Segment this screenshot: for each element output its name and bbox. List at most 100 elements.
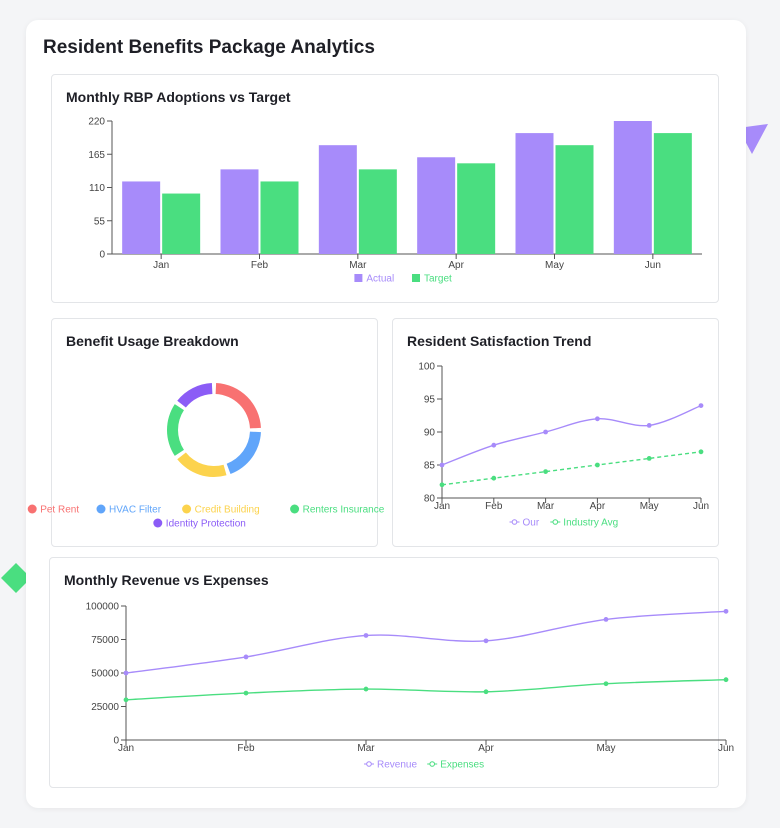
satisfaction-point-industry-avg — [543, 469, 548, 474]
satisfaction-x-tick-label: Jan — [434, 501, 450, 512]
adoptions-bar-target — [555, 145, 594, 254]
revenue-x-tick-label: Jan — [118, 743, 134, 754]
satisfaction-point-our — [543, 429, 548, 435]
adoptions-legend-swatch — [412, 274, 420, 282]
revenue-legend-label: Expenses — [440, 760, 484, 771]
adoptions-y-tick-label: 165 — [88, 150, 105, 161]
satisfaction-y-tick-label: 80 — [424, 494, 436, 505]
adoptions-bar-target — [653, 133, 692, 254]
revenue-x-tick-label: May — [597, 743, 616, 754]
adoptions-y-tick-label: 0 — [99, 250, 105, 261]
satisfaction-title: Resident Satisfaction Trend — [407, 333, 592, 349]
adoptions-y-tick-label: 55 — [94, 216, 106, 227]
satisfaction-y-tick-label: 95 — [424, 395, 436, 406]
revenue-point-revenue — [123, 670, 129, 676]
usage-legend-swatch — [153, 518, 163, 528]
usage-legend-label: Pet Rent — [40, 505, 79, 516]
usage-legend-label: Credit Building — [195, 505, 260, 516]
revenue-point-expenses — [603, 681, 609, 687]
revenue-y-tick-label: 100000 — [86, 602, 120, 613]
adoptions-legend-swatch — [354, 274, 363, 282]
usage-legend-label: Identity Protection — [166, 519, 246, 530]
revenue-x-tick-label: Jun — [718, 743, 734, 754]
satisfaction-point-industry-avg — [646, 456, 652, 461]
adoptions-bar-actual — [220, 169, 259, 254]
adoptions-bar-actual — [613, 121, 652, 254]
revenue-point-expenses — [723, 677, 729, 683]
revenue-point-revenue — [483, 638, 489, 644]
adoptions-bar-actual — [122, 181, 161, 254]
adoptions-x-tick-label: Apr — [448, 260, 464, 271]
adoptions-bar-actual — [417, 157, 456, 254]
usage-slice-renters-insurance — [167, 404, 184, 456]
satisfaction-point-industry-avg — [698, 449, 704, 455]
revenue-point-revenue — [243, 654, 249, 660]
revenue-legend-label: Revenue — [377, 760, 417, 771]
usage-legend-swatch — [182, 504, 192, 514]
adoptions-title: Monthly RBP Adoptions vs Target — [66, 89, 291, 105]
adoptions-bar-target — [260, 181, 299, 254]
usage-legend-swatch — [290, 504, 300, 514]
revenue-point-expenses — [363, 686, 369, 692]
adoptions-bar-target — [457, 163, 496, 254]
satisfaction-point-our — [439, 462, 445, 468]
usage-legend-label: Renters Insurance — [303, 505, 385, 516]
satisfaction-legend-label: Industry Avg — [563, 518, 618, 529]
revenue-title: Monthly Revenue vs Expenses — [64, 572, 269, 588]
revenue-y-tick-label: 0 — [113, 736, 119, 747]
satisfaction-x-tick-label: Apr — [590, 501, 606, 512]
usage-legend-swatch — [27, 504, 37, 514]
adoptions-x-tick-label: May — [545, 260, 564, 271]
adoptions-bar-actual — [318, 145, 357, 254]
revenue-x-tick-label: Mar — [357, 743, 375, 754]
satisfaction-x-tick-label: Mar — [537, 501, 555, 512]
revenue-line-expenses — [125, 679, 727, 701]
satisfaction-line-our — [441, 404, 702, 466]
revenue-y-tick-label: 25000 — [91, 702, 119, 713]
adoptions-bar-actual — [515, 133, 554, 254]
revenue-legend-swatch — [366, 761, 372, 767]
dashboard-title: Resident Benefits Package Analytics — [43, 37, 375, 58]
satisfaction-legend-swatch — [511, 519, 518, 525]
revenue-y-tick-label: 75000 — [91, 635, 119, 646]
dashboard-card: Resident Benefits Package Analytics Mont… — [26, 20, 746, 808]
satisfaction-y-tick-label: 85 — [424, 461, 436, 472]
usage-chart: Pet Rent HVAC Filter Credit Building Renter… — [27, 383, 385, 530]
revenue-x-tick-label: Apr — [478, 743, 494, 754]
diamond-decoration-icon — [1, 563, 31, 593]
satisfaction-y-tick-label: 90 — [424, 428, 436, 439]
usage-slice-hvac-filter — [226, 431, 261, 475]
adoptions-legend-label: Target — [424, 274, 452, 285]
satisfaction-x-tick-label: May — [640, 501, 659, 512]
usage-legend-swatch — [96, 504, 106, 514]
satisfaction-line-industry-avg — [441, 451, 702, 486]
revenue-point-expenses — [243, 690, 249, 696]
satisfaction-y-tick-label: 100 — [418, 362, 435, 373]
adoptions-legend-label: Actual — [366, 274, 394, 285]
satisfaction-legend-swatch — [552, 519, 559, 525]
adoptions-panel: Monthly RBP Adoptions vs Target 0 55 110 16… — [51, 74, 719, 303]
revenue-y-tick-label: 50000 — [91, 669, 119, 680]
adoptions-x-tick-label: Jun — [645, 260, 661, 271]
adoptions-chart: 0 55 110 165 220 Jan Feb Mar Apr May Jun Actual Targ… — [88, 117, 702, 285]
revenue-legend-swatch — [429, 761, 436, 767]
revenue-x-tick-label: Feb — [237, 743, 255, 754]
adoptions-x-tick-label: Mar — [349, 260, 367, 271]
satisfaction-point-our — [646, 423, 652, 428]
usage-legend-label: HVAC Filter — [109, 505, 162, 516]
revenue-point-expenses — [483, 689, 489, 695]
revenue-point-expenses — [123, 697, 129, 703]
satisfaction-panel: Resident Satisfaction Trend 80 85 90 95 100 J… — [392, 318, 719, 547]
satisfaction-x-tick-label: Jun — [693, 501, 709, 512]
usage-title: Benefit Usage Breakdown — [66, 333, 239, 349]
adoptions-x-tick-label: Feb — [251, 260, 269, 271]
satisfaction-point-our — [698, 403, 704, 408]
usage-slice-credit-building — [177, 452, 227, 477]
satisfaction-x-tick-label: Feb — [485, 501, 503, 512]
revenue-point-revenue — [723, 608, 729, 614]
revenue-chart: 0 25000 50000 75000 100000 Jan Feb Mar Apr May Jun… — [86, 602, 734, 771]
revenue-panel: Monthly Revenue vs Expenses 0 25000 50000 7… — [49, 557, 734, 788]
revenue-line-revenue — [125, 610, 727, 674]
satisfaction-point-industry-avg — [491, 475, 497, 481]
revenue-point-revenue — [603, 617, 609, 622]
